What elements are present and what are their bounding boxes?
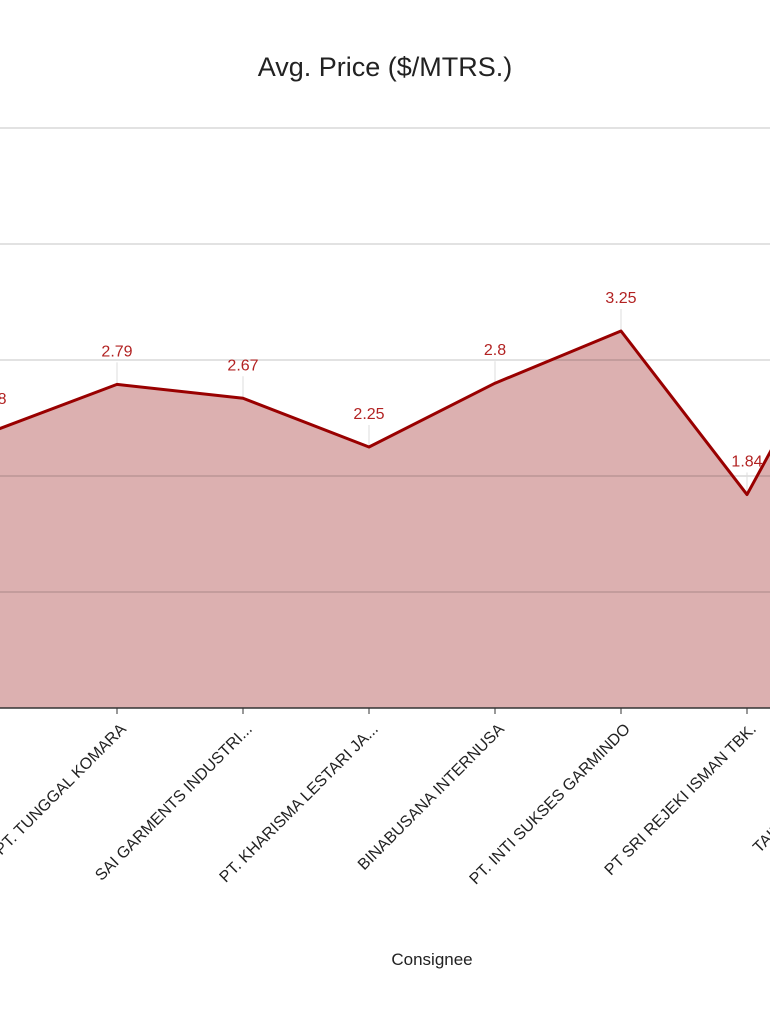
data-label: 2.67: [227, 357, 258, 374]
area: [0, 331, 770, 708]
x-tick-label: PT SRI REJEKI ISMAN TBK.: [602, 721, 760, 879]
x-tick-label: BINABUSANA INTERNUSA: [355, 721, 508, 874]
data-label: 2.25: [353, 406, 384, 423]
line: [0, 329, 770, 497]
x-axis-title: Consignee: [391, 950, 472, 969]
chart-title: Avg. Price ($/MTRS.): [258, 52, 513, 82]
x-tick-label: PT. TUNGGAL KOMARA: [0, 721, 130, 859]
data-label: 1.84: [731, 454, 762, 471]
data-label: 2.38: [0, 391, 7, 408]
data-label: 3.25: [605, 290, 636, 307]
data-label: 2.8: [484, 342, 506, 359]
data-label: 2.79: [101, 343, 132, 360]
x-tick-label: TAINAN ENTERPRISES: [750, 721, 770, 857]
